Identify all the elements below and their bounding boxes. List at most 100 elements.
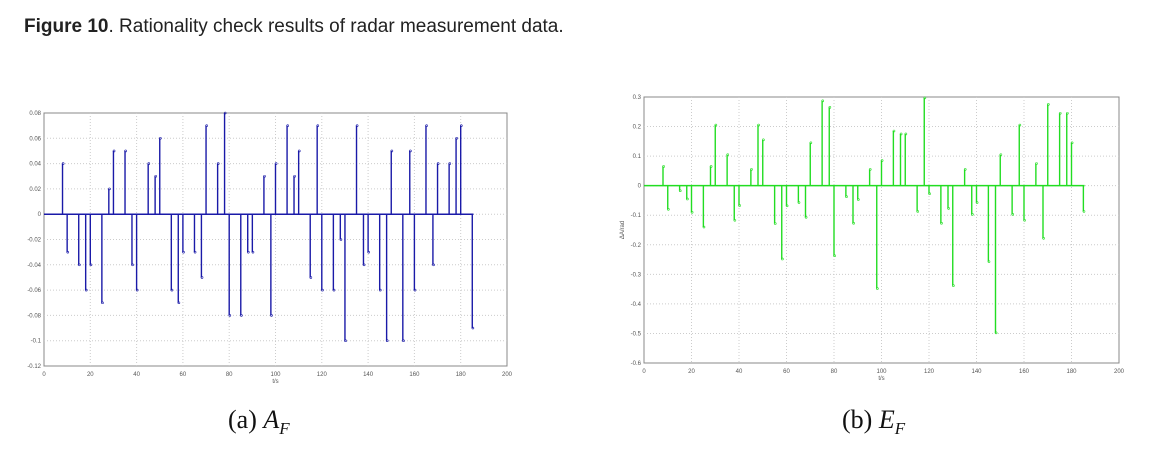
plot-a-ytick-label: -0.12 xyxy=(27,364,41,370)
plot-a-xtick-label: 40 xyxy=(133,372,140,378)
plot-a-xtick-label: 60 xyxy=(180,372,187,378)
plot-a-stem-marker xyxy=(455,137,458,140)
plot-b-stem-marker xyxy=(1023,218,1026,222)
plot-a-stem-marker xyxy=(124,149,127,153)
plot-b-stem-marker xyxy=(857,198,860,201)
plot-b-stem-marker xyxy=(1018,123,1022,127)
plot-a-stem-marker xyxy=(89,263,93,267)
figure-caption-text: . Rationality check results of radar mea… xyxy=(108,16,564,37)
plot-a-ytick-label: 0.06 xyxy=(29,136,41,142)
plot-b-stem-marker xyxy=(999,153,1003,156)
figure-label: Figure 10 xyxy=(24,16,109,37)
plot-a-ytick-label: -0.02 xyxy=(27,238,41,244)
plot-b-xtick-label: 200 xyxy=(1114,369,1125,375)
plot-a-stem-marker xyxy=(78,263,81,267)
plot-a-stem-marker xyxy=(193,250,197,254)
plot-a-stem-marker xyxy=(367,250,371,254)
plot-b-stem-marker xyxy=(1058,111,1062,115)
plot-b-ytick-label: 0.2 xyxy=(633,125,642,131)
plot-a-ytick-label: -0.08 xyxy=(27,313,41,319)
plot-a-xtick-label: 0 xyxy=(42,372,46,378)
plot-a-stem-marker xyxy=(182,250,185,254)
plot-b-stem-marker xyxy=(762,138,765,142)
plot-b-stem-marker xyxy=(904,132,908,136)
plot-a-stem-marker xyxy=(432,263,435,267)
plot-a-stem-marker xyxy=(108,187,111,191)
plot-b-stem-marker xyxy=(1011,213,1015,216)
plot-b-stem-marker xyxy=(821,99,825,103)
plot-b-stem-marker xyxy=(994,331,998,335)
plot-b-stem-marker xyxy=(1035,162,1038,165)
plot-a-stem-marker xyxy=(135,288,139,292)
plot-b-stem-marker xyxy=(833,254,836,258)
plot-b-stem-marker xyxy=(667,208,670,211)
plot-b-stem-marker xyxy=(733,218,737,222)
plot-a-xtick-label: 100 xyxy=(270,372,281,378)
plot-b-stem-marker xyxy=(1066,111,1069,115)
plot-b-stem-marker xyxy=(852,221,855,225)
plot-b-stem-marker xyxy=(928,192,931,195)
plot-a-stem-marker xyxy=(332,288,336,292)
plot-b-stem-marker xyxy=(709,165,713,168)
plot-b-ylabel: ΔA/rad xyxy=(620,221,626,239)
plot-a-stem-marker xyxy=(270,314,273,317)
plot-a-stem-marker xyxy=(286,124,289,127)
plot-a-stem-marker xyxy=(409,149,412,153)
plot-a-stem-marker xyxy=(200,276,204,279)
caption-a-sub: F xyxy=(279,419,290,439)
plot-b-xtick-label: 0 xyxy=(642,369,646,375)
plot-a-stem-marker xyxy=(251,250,255,254)
plot-b-stem-marker xyxy=(809,141,813,145)
plot-a-stem-marker xyxy=(297,149,301,153)
plot-a-stem-marker xyxy=(101,301,104,305)
plot-a-stem-marker xyxy=(339,238,343,241)
plot-a-stem-marker xyxy=(61,162,65,165)
plot-b-stem-marker xyxy=(662,165,665,168)
plot-a-xtick-label: 120 xyxy=(317,372,328,378)
plot-a-stem-marker xyxy=(274,162,278,165)
plot-a-stem-marker xyxy=(216,162,220,165)
plot-a-ytick-label: 0 xyxy=(38,212,42,218)
plot-b-xtick-label: 120 xyxy=(924,369,935,375)
caption-b-prefix: (b) xyxy=(842,405,879,434)
plot-b-stem-marker xyxy=(1047,103,1050,106)
plot-a-ytick-label: 0.04 xyxy=(29,162,41,168)
plot-b-ytick-label: -0.6 xyxy=(631,361,642,367)
plot-b-stem-marker xyxy=(750,168,753,171)
plot-a-stem-marker xyxy=(378,288,382,292)
plot-b-stem-marker xyxy=(797,201,801,204)
plot-b-stem-marker xyxy=(686,197,689,201)
plot-a-stem-marker xyxy=(425,124,428,127)
plot-a-stem-marker xyxy=(385,339,389,343)
plot-a-stem-marker xyxy=(66,250,70,254)
plot-a-stem-marker xyxy=(263,174,266,178)
plot-a-stem-marker xyxy=(131,263,134,267)
caption-a-prefix: (a) xyxy=(228,405,264,434)
plot-a-stem-marker xyxy=(316,124,320,127)
plot-a-stem-marker xyxy=(436,162,440,165)
plot-b-xtick-label: 160 xyxy=(1019,369,1030,375)
plot-a-stem-marker xyxy=(471,326,475,330)
caption-a: (a) AF xyxy=(228,405,290,439)
plot-a-stem-marker xyxy=(154,174,158,178)
plot-a-xlabel: t/s xyxy=(272,379,278,385)
plot-b-ytick-label: 0 xyxy=(638,184,642,190)
plot-a-stem-marker xyxy=(309,276,313,279)
plot-a-stem-marker xyxy=(344,339,347,343)
plot-b-stem-marker xyxy=(702,225,706,229)
plot-b-stem-marker xyxy=(1042,236,1045,240)
plot-a-stem-marker xyxy=(240,314,243,317)
figure-title: Figure 10. Rationality check results of … xyxy=(24,16,564,38)
plot-b-ytick-label: -0.2 xyxy=(631,243,642,249)
plot-a-xtick-label: 80 xyxy=(226,372,233,378)
plot-b-stem-marker xyxy=(845,195,848,198)
plot-b-ytick-label: 0.3 xyxy=(633,95,642,101)
plot-b-stem-marker xyxy=(947,207,950,210)
plot-b-ytick-label: -0.1 xyxy=(631,213,642,219)
plot-a-stem-marker xyxy=(459,124,463,127)
plot-a-stem-marker xyxy=(390,149,394,153)
plot-b-stem-marker xyxy=(923,96,927,100)
plot-a-stem-marker xyxy=(177,301,181,305)
plot-a-stem-marker xyxy=(228,314,232,317)
plot-b-stem-marker xyxy=(940,221,943,225)
